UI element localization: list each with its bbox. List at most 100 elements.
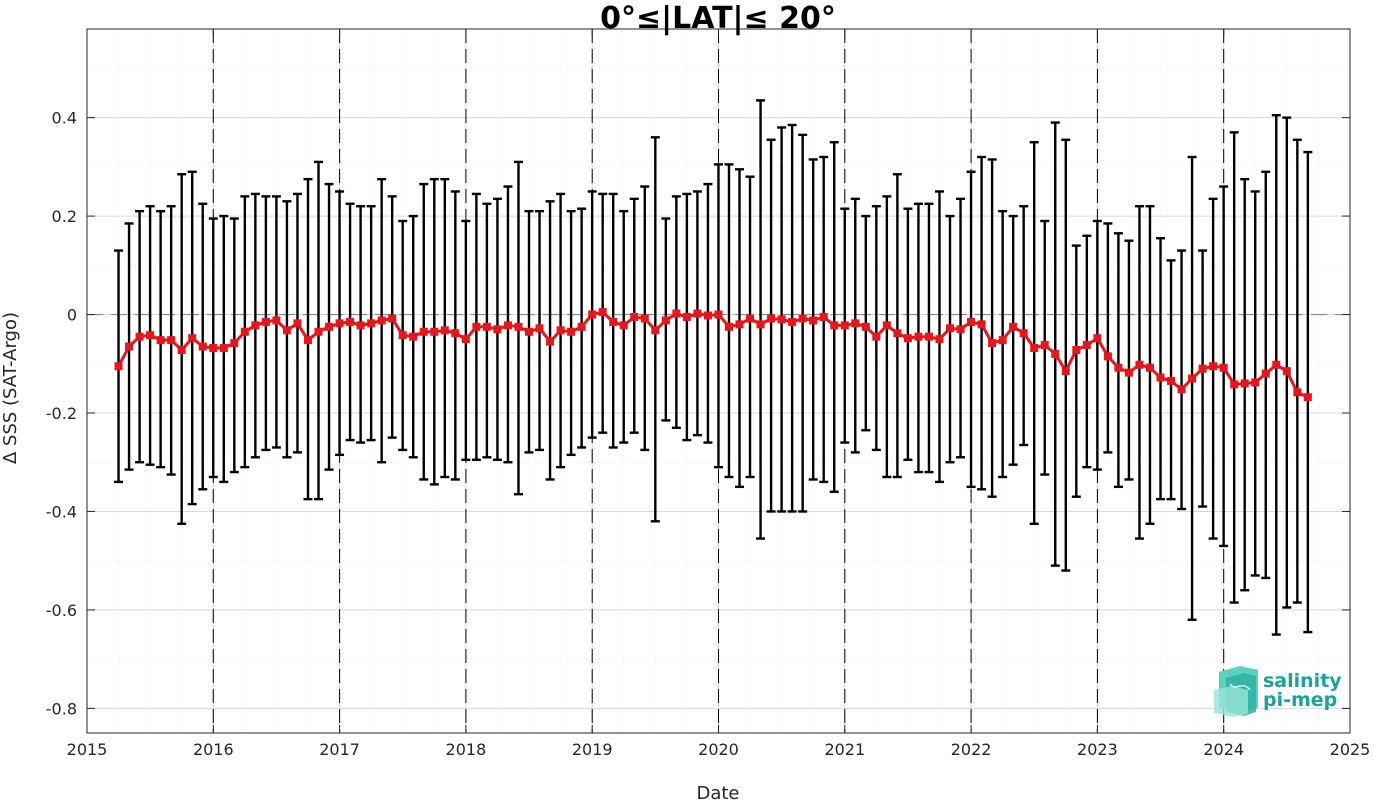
data-point [872,332,881,341]
data-point [472,322,481,331]
data-point [977,320,986,329]
data-point [567,327,576,336]
axis-ticks [86,29,1351,733]
data-point [419,327,428,336]
data-point [451,329,460,338]
x-tick-label: 2019 [572,740,613,759]
data-point [1188,374,1197,383]
data-point [388,314,397,323]
data-point [272,316,281,325]
series-markers [114,308,1312,402]
y-tick-label: -0.4 [46,502,77,521]
data-point [219,344,228,353]
data-point [261,317,270,326]
data-point [609,317,618,326]
data-point [840,321,849,330]
data-point [556,326,565,335]
data-point [356,321,365,330]
data-point [1114,363,1123,372]
data-point [798,314,807,323]
y-axis-title: Δ SSS (SAT-Argo) [0,312,21,464]
data-point [1093,334,1102,343]
data-point [588,310,597,319]
data-point [1167,377,1176,385]
data-point [1124,368,1133,377]
data-point [125,342,134,351]
data-point [577,322,586,331]
salinity-pi-mep-logo: salinity pi-mep [1214,666,1342,717]
data-point [398,331,407,340]
data-point [251,321,260,330]
data-point [282,326,291,335]
data-point [1261,369,1270,378]
data-point [1072,345,1081,354]
data-point [1051,349,1060,358]
data-point [1240,379,1249,388]
data-point [177,345,186,354]
data-point [156,336,165,345]
x-tick-labels: 2015 2016 2017 2018 2019 2020 2021 2022 2023 2024… [67,740,1371,759]
data-point [1135,360,1144,369]
data-point [724,322,733,331]
data-point [924,332,933,341]
data-point [377,316,386,325]
x-tick-label: 2021 [824,740,865,759]
data-point [114,362,123,371]
data-point [461,335,470,344]
y-tick-label: -0.6 [46,601,77,620]
data-point [535,324,544,333]
data-point [293,319,302,328]
data-point [1145,363,1154,372]
y-tick-label: -0.2 [46,404,77,423]
data-point [998,336,1007,345]
y-tick-label: -0.8 [46,699,77,718]
y-tick-labels: -0.8 -0.6 -0.4 -0.2 0 0.2 0.4 [46,109,77,719]
data-point [756,320,765,329]
data-point [988,339,997,348]
data-point [367,319,376,328]
data-point [1303,393,1312,402]
data-point [1293,388,1302,397]
data-point [1251,378,1260,387]
data-point [714,310,723,319]
data-point [525,327,534,336]
x-tick-label: 2016 [193,740,234,759]
x-tick-label: 2015 [67,740,108,759]
data-point [767,314,776,323]
x-axis-title: Date [696,783,739,801]
data-point [1230,380,1239,389]
data-point [735,320,744,329]
data-point [703,311,712,320]
data-point [682,313,691,321]
data-point [1030,344,1039,353]
data-point [851,319,860,328]
data-point [493,325,502,334]
data-point [935,335,944,344]
data-point [1103,352,1112,361]
data-point [619,321,628,330]
data-point [1219,363,1228,372]
data-point [503,321,512,330]
data-point [482,322,491,331]
x-tick-label: 2020 [698,740,739,759]
data-point [1209,362,1218,371]
y-tick-label: 0 [67,306,77,325]
data-point [861,322,870,331]
x-tick-label: 2024 [1203,740,1244,759]
data-point [788,317,797,326]
x-tick-label: 2025 [1330,740,1371,759]
data-point [209,344,218,353]
data-point [777,315,786,324]
x-tick-label: 2017 [319,740,360,759]
x-tick-label: 2022 [951,740,992,759]
x-tick-label: 2023 [1077,740,1118,759]
data-point [1272,360,1281,369]
data-point [903,334,912,343]
data-point [1156,373,1165,382]
y-tick-label: 0.2 [52,207,77,226]
data-point [651,326,660,335]
data-point [1061,367,1070,376]
data-point [546,337,555,346]
data-point [303,336,312,345]
